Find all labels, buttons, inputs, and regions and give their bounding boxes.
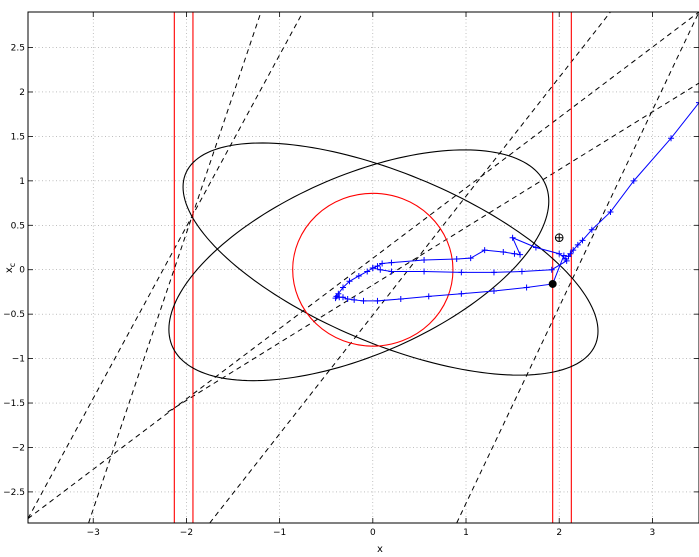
trajectory-point-5 [579, 237, 586, 244]
trajectory-point-20 [344, 296, 351, 303]
trajectory-point-49 [458, 269, 465, 276]
y-tick-label-1: −2 [12, 443, 25, 453]
y-tick-label-4: −0.5 [3, 310, 25, 320]
trajectory-point-3 [607, 208, 614, 215]
trajectory-point-18 [360, 297, 367, 304]
trajectory-point-26 [339, 284, 346, 291]
trajectory-point-48 [490, 269, 497, 276]
marker-plus-1 [555, 233, 564, 242]
x-tick-label-5: 2 [556, 528, 562, 538]
y-tick-label-3: −1 [12, 355, 25, 365]
y-tick-label-6: 0.5 [11, 221, 25, 231]
x-tick-label-3: 0 [370, 528, 376, 538]
trajectory-point-51 [388, 268, 395, 275]
trajectory-point-24 [332, 295, 339, 302]
trajectory-point-41 [509, 234, 516, 241]
y-axis-label-subscript: c [8, 263, 17, 267]
trajectory-point-45 [563, 257, 570, 264]
y-tick-label-8: 1.5 [11, 132, 25, 142]
trajectory-point-37 [481, 247, 488, 254]
trajectory-point-53 [369, 264, 376, 271]
trajectory-point-32 [379, 260, 386, 267]
y-tick-label-7: 1 [19, 177, 25, 187]
trajectory-point-7 [570, 247, 577, 254]
ellipse-1 [168, 149, 550, 382]
dashed-line-0 [28, 12, 304, 519]
trajectory-point-33 [388, 259, 395, 266]
y-tick-label-10: 2.5 [11, 44, 25, 54]
plot-content [28, 12, 699, 523]
trajectory-point-42 [532, 244, 539, 251]
trajectory-point-17 [374, 297, 381, 304]
dashed-line-4 [456, 12, 699, 523]
plot-background [28, 12, 699, 523]
trajectory-point-52 [377, 266, 384, 273]
trajectory-point-29 [364, 268, 371, 275]
trajectory-point-1 [668, 135, 675, 142]
trajectory-point-2 [630, 177, 637, 184]
trajectory-point-43 [556, 250, 563, 257]
trajectory-point-14 [458, 290, 465, 297]
trajectory-point-16 [397, 296, 404, 303]
trajectory-point-39 [511, 250, 518, 257]
y-tick-label-5: 0 [19, 266, 25, 276]
trajectory-point-38 [500, 248, 507, 255]
red-circle [292, 192, 454, 347]
trajectory-point-22 [336, 294, 343, 301]
y-axis-label: xc [4, 263, 17, 273]
y-axis-label-main: x [4, 267, 15, 273]
x-tick-label-1: −2 [180, 528, 193, 538]
trajectory-point-12 [523, 284, 530, 291]
trajectory-point-31 [374, 263, 381, 270]
trajectory-point-0 [696, 99, 699, 106]
ellipse-0 [182, 142, 599, 376]
trajectory-point-27 [346, 278, 353, 285]
axis-ticks: −3 −2 −1 0 1 2 3 −2.5 −2 −1.5 −1 −0.5 0 0.5 1 1.5 2 2.5 [3, 12, 699, 538]
x-tick-label-2: −1 [273, 528, 286, 538]
trajectory-point-36 [467, 255, 474, 262]
trajectory-point-9 [565, 253, 572, 260]
trajectory-point-10 [560, 252, 567, 259]
trajectory-point-35 [453, 256, 460, 263]
trajectory-point-46 [548, 266, 555, 273]
y-axis-label-group: xc [4, 263, 17, 273]
trajectory-point-6 [574, 241, 581, 248]
y-tick-label-0: −2.5 [3, 488, 25, 498]
y-tick-label-2: −1.5 [3, 399, 25, 409]
y-tick-label-9: 2 [19, 88, 25, 98]
trajectory-point-25 [335, 290, 342, 297]
trajectory-point-15 [425, 293, 432, 300]
trajectory-point-50 [421, 268, 428, 275]
marker-filled-0 [548, 279, 557, 288]
trajectory-point-47 [518, 268, 525, 275]
dashed-line-2 [209, 12, 611, 523]
trajectory-point-13 [490, 288, 497, 295]
trajectory-point-28 [355, 272, 362, 279]
plot-frame [27, 11, 699, 524]
trajectory-point-40 [517, 251, 524, 258]
x-tick-label-6: 3 [650, 528, 656, 538]
x-axis-label: x [377, 544, 383, 555]
x-tick-label-0: −3 [87, 528, 100, 538]
trajectory-point-4 [588, 226, 595, 233]
trajectory-point-34 [421, 256, 428, 263]
marker-circle-plus-1 [554, 233, 564, 243]
x-tick-label-4: 1 [463, 528, 469, 538]
trajectory-point-19 [351, 296, 358, 303]
